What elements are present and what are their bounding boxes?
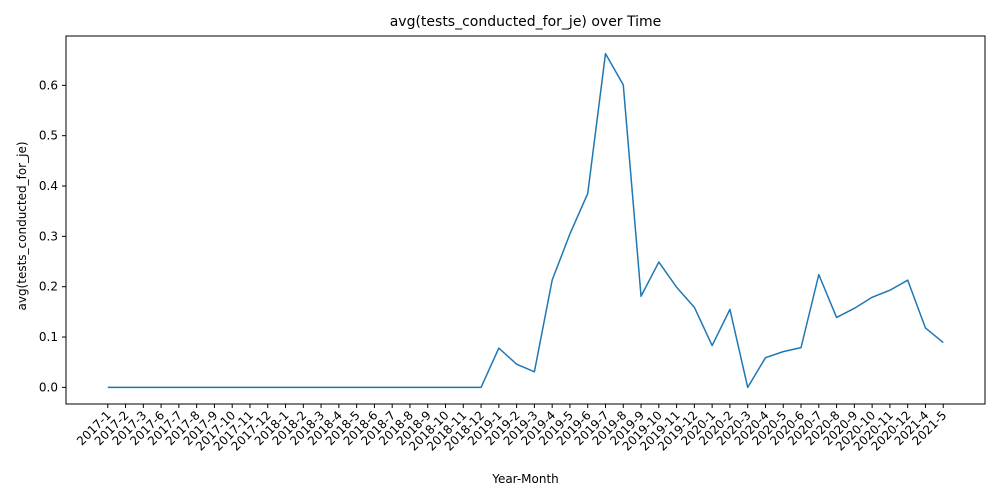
y-axis-label: avg(tests_conducted_for_je) [15, 141, 29, 310]
y-tick-label: 0.1 [39, 330, 58, 344]
y-tick-label: 0.2 [39, 280, 58, 294]
y-tick-label: 0.6 [39, 78, 58, 92]
y-tick-label: 0.0 [39, 380, 58, 394]
x-axis-label: Year-Month [491, 472, 559, 486]
y-tick-label: 0.5 [39, 129, 58, 143]
y-tick-label: 0.3 [39, 229, 58, 243]
y-tick-label: 0.4 [39, 179, 58, 193]
chart-title: avg(tests_conducted_for_je) over Time [390, 14, 662, 30]
axes-frame [65, 35, 986, 405]
series-line [107, 52, 944, 389]
